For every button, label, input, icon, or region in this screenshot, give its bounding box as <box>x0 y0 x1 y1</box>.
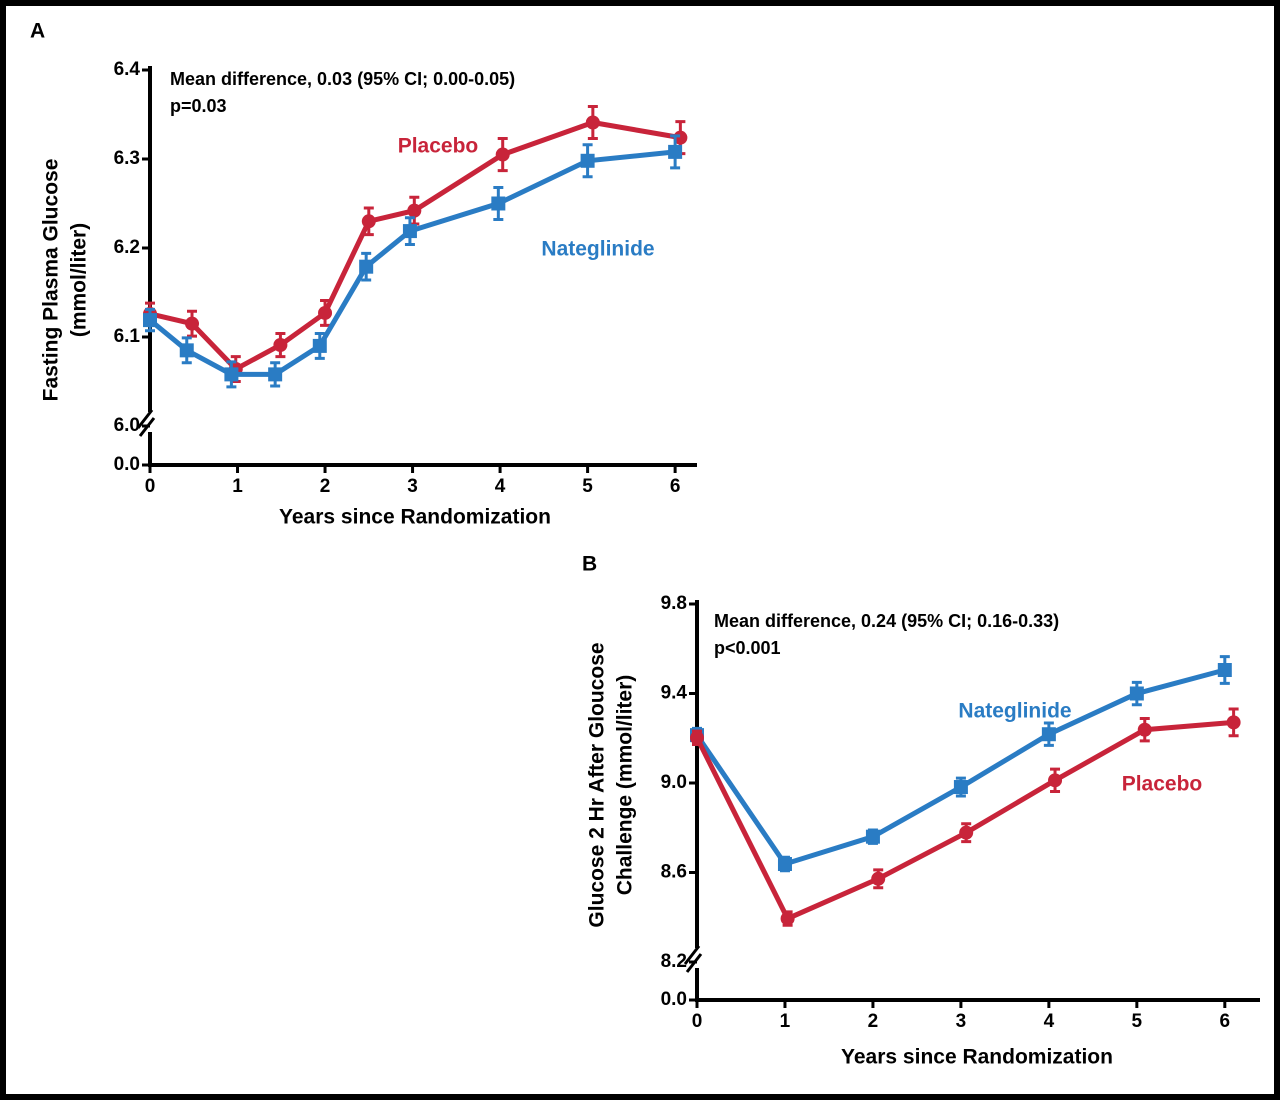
x-tick-label: 5 <box>1132 1011 1143 1032</box>
series-label: Placebo <box>1122 773 1203 796</box>
y-axis-title: Challenge (mmol/liter) <box>614 675 637 896</box>
marker <box>668 144 683 159</box>
marker <box>407 203 422 218</box>
x-tick-label: 5 <box>582 476 593 497</box>
y-tick-label: 9.4 <box>661 683 688 704</box>
panel-label: B <box>582 553 597 576</box>
marker <box>953 780 968 795</box>
annotation: Mean difference, 0.24 (95% CI; 0.16-0.33… <box>714 611 1059 631</box>
marker <box>580 153 595 168</box>
x-tick-label: 3 <box>956 1011 967 1032</box>
annotation: p=0.03 <box>170 96 227 116</box>
x-tick-label: 4 <box>1044 1011 1055 1032</box>
marker <box>359 259 374 274</box>
marker <box>273 338 288 353</box>
x-tick-label: 3 <box>407 476 418 497</box>
marker <box>1048 773 1063 788</box>
x-tick-label: 6 <box>670 476 681 497</box>
x-tick-label: 2 <box>868 1011 879 1032</box>
marker <box>185 316 200 331</box>
y-axis-title: Fasting Plasma Glucose <box>40 159 63 402</box>
marker <box>1217 663 1232 678</box>
x-tick-label: 1 <box>780 1011 791 1032</box>
marker <box>312 338 327 353</box>
y-tick-label: 8.2 <box>661 951 687 972</box>
marker <box>585 115 600 130</box>
y-tick-label: 9.0 <box>661 772 687 793</box>
marker <box>1129 686 1144 701</box>
marker <box>402 224 417 239</box>
annotation: p<0.001 <box>714 638 781 658</box>
marker <box>871 871 886 886</box>
y-tick-label: 0.0 <box>114 454 140 475</box>
marker <box>318 305 333 320</box>
x-tick-label: 2 <box>320 476 331 497</box>
panel-label: A <box>30 20 45 43</box>
marker <box>865 829 880 844</box>
y-tick-label: 6.1 <box>114 326 141 347</box>
series-line <box>148 149 676 377</box>
annotation: Mean difference, 0.03 (95% CI; 0.00-0.05… <box>170 69 515 89</box>
marker <box>780 911 795 926</box>
marker <box>361 214 376 229</box>
marker <box>959 825 974 840</box>
marker <box>690 730 704 745</box>
marker <box>268 367 283 382</box>
marker <box>491 196 506 211</box>
series-label: Nateglinide <box>958 700 1071 723</box>
marker <box>143 313 157 328</box>
marker <box>1041 727 1056 742</box>
x-tick-label: 0 <box>692 1011 703 1032</box>
y-axis-title: Glucose 2 Hr After Gloucose <box>586 642 609 927</box>
marker <box>673 130 688 145</box>
series-label: Nateglinide <box>541 238 654 261</box>
y-axis-title: (mmol/liter) <box>68 223 91 337</box>
x-tick-label: 1 <box>232 476 243 497</box>
y-tick-label: 8.6 <box>661 862 687 883</box>
marker <box>777 856 792 871</box>
x-axis-title: Years since Randomization <box>279 506 551 529</box>
marker <box>179 343 194 358</box>
marker <box>1226 715 1241 730</box>
x-axis-title: Years since Randomization <box>841 1046 1113 1069</box>
y-tick-label: 6.2 <box>114 237 140 258</box>
y-tick-label: 6.3 <box>114 148 140 169</box>
marker <box>495 147 510 162</box>
x-tick-label: 4 <box>495 476 506 497</box>
series-line <box>149 119 681 373</box>
x-tick-label: 6 <box>1220 1011 1231 1032</box>
marker <box>224 367 239 382</box>
y-tick-label: 6.0 <box>114 415 140 436</box>
series-label: Placebo <box>398 135 479 158</box>
figure-background <box>6 6 1274 1094</box>
y-tick-label: 6.4 <box>114 59 141 80</box>
y-tick-label: 0.0 <box>661 989 687 1010</box>
x-tick-label: 0 <box>145 476 156 497</box>
marker <box>1137 722 1152 737</box>
y-tick-label: 9.8 <box>661 593 687 614</box>
